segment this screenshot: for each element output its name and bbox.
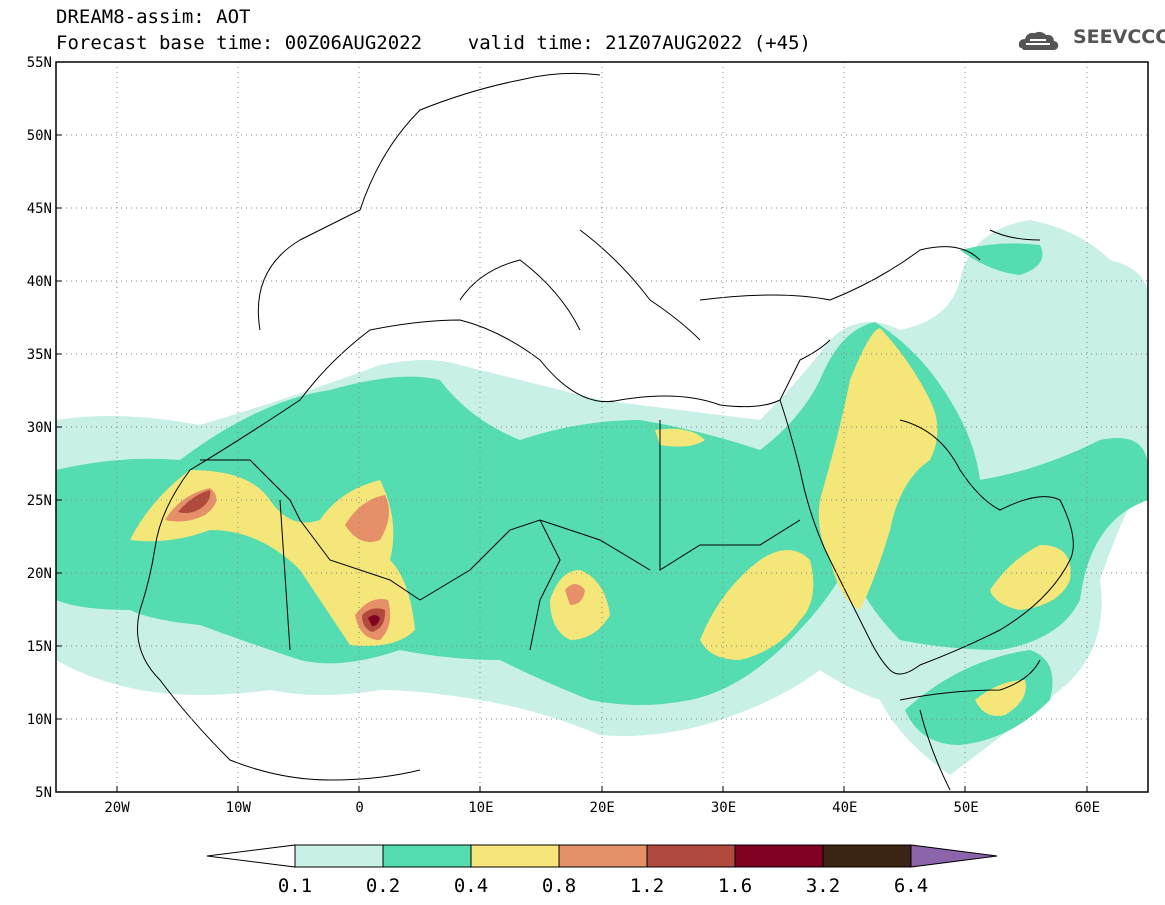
lat-tick-label: 55N	[27, 55, 52, 71]
cloud-icon	[1018, 31, 1059, 50]
map-title: DREAM8-assim: AOT	[56, 6, 251, 28]
lon-tick-label: 40E	[832, 800, 857, 816]
lat-tick-label: 15N	[27, 639, 52, 655]
lon-tick-label: 20W	[104, 800, 130, 816]
colorbar-cell	[382, 844, 472, 868]
lat-tick-label: 5N	[35, 785, 52, 801]
logo-text: SEEVCCC	[1073, 26, 1165, 48]
lat-tick-label: 45N	[27, 201, 52, 217]
lat-tick-label: 30N	[27, 420, 52, 436]
colorbar-cell	[822, 844, 912, 868]
lon-tick-label: 0	[355, 800, 363, 816]
lat-tick-label: 35N	[27, 347, 52, 363]
lat-tick-label: 25N	[27, 493, 52, 509]
lat-tick-label: 40N	[27, 274, 52, 290]
lon-tick-label: 30E	[711, 800, 736, 816]
colorbar-label: 0.4	[454, 875, 488, 897]
colorbar-label: 0.8	[542, 875, 576, 897]
colorbar-cell	[294, 844, 384, 868]
forecast-time-info: Forecast base time: 00Z06AUG2022 valid t…	[56, 32, 811, 54]
colorbar-label: 1.2	[630, 875, 664, 897]
lat-tick-label: 20N	[27, 566, 52, 582]
colorbar-label: 3.2	[806, 875, 840, 897]
colorbar-label: 0.2	[366, 875, 400, 897]
colorbar-cell	[470, 844, 560, 868]
coastlines	[137, 72, 1074, 791]
lon-tick-label: 60E	[1075, 800, 1100, 816]
colorbar-label: 6.4	[894, 875, 928, 897]
lat-tick-label: 10N	[27, 712, 52, 728]
lon-tick-label: 50E	[953, 800, 978, 816]
lon-tick-label: 10W	[226, 800, 252, 816]
colorbar-cell	[734, 844, 824, 868]
colorbar-label: 0.1	[278, 875, 312, 897]
grid-lines	[56, 62, 1148, 792]
colorbar-cell	[646, 844, 736, 868]
lat-tick-label: 50N	[27, 128, 52, 144]
colorbar: 0.1 0.2 0.4 0.8 1.2 1.6 3.2 6.4	[206, 844, 998, 897]
tick-marks	[56, 61, 1088, 793]
lon-tick-label: 20E	[590, 800, 615, 816]
lon-tick-label: 10E	[468, 800, 493, 816]
colorbar-cell	[558, 844, 648, 868]
colorbar-arrow-low	[206, 844, 296, 868]
colorbar-arrow-high	[910, 844, 998, 868]
colorbar-label: 1.6	[718, 875, 752, 897]
